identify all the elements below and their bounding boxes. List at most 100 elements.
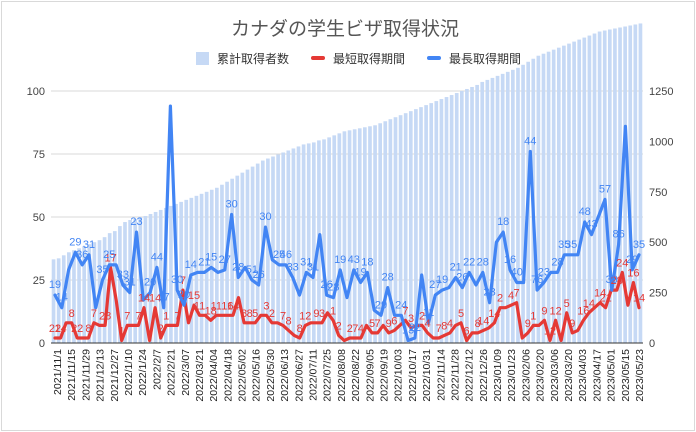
data-label-longest: 26 [456,272,468,284]
bar [383,121,388,344]
data-label-longest: 43 [585,219,597,231]
data-label-shortest: 21 [599,293,611,305]
x-tick-label: 2023/03/20 [563,349,575,402]
data-label-shortest: 22 [49,323,61,335]
bar [388,119,393,343]
bar [169,205,173,343]
data-label-shortest: 1 [530,310,536,322]
data-label-longest: 40 [511,267,523,279]
data-label-shortest: 2 [158,323,164,335]
data-label-longest: 19 [436,274,448,286]
bar [77,248,81,343]
data-label-longest: 31 [300,256,312,268]
data-label-longest: 31 [83,239,95,251]
bar [363,127,367,343]
data-label-longest: 29 [375,299,387,311]
data-label-longest: 20 [178,289,190,301]
data-label-longest: 33 [287,262,299,274]
data-label-longest: 36 [76,249,88,261]
bar [582,37,587,343]
data-label-longest: 46 [280,249,292,261]
legend-item-longest[interactable]: 最長取得期間 [427,50,521,67]
bar [342,131,347,343]
data-label-shortest: 9 [525,318,531,330]
x-tick-label: 2021/11/1 [52,349,64,395]
bar [148,213,153,343]
x-tick-label: 2022/04/18 [222,349,234,402]
y-left-tick-label: 25 [33,275,45,287]
x-tick-label: 2022/12/26 [478,349,490,402]
data-label-shortest: 12 [544,326,556,338]
bar [398,115,403,343]
bar [618,27,622,343]
data-label-shortest: 7 [280,310,286,322]
data-label-shortest: 6 [391,315,397,327]
legend-swatch-short [311,56,326,60]
data-label-longest: 25 [273,249,285,261]
data-label-shortest: 7 [514,288,520,300]
bar [490,77,495,344]
x-tick-label: 2022/05/02 [237,349,249,402]
bar [403,113,408,344]
bar [352,129,357,343]
data-label-shortest: 14 [633,293,645,305]
x-tick-label: 2023/04/03 [577,349,589,402]
legend-label-longest: 最長取得期間 [449,51,522,66]
bar [67,252,71,343]
bar [301,144,306,343]
bar [562,45,566,343]
bar [311,142,316,343]
bar [179,201,183,343]
data-label-shortest: 11 [194,300,205,312]
x-tick-label: 2022/09/19 [379,349,391,402]
bar [230,178,235,343]
data-label-shortest: 2 [497,293,503,305]
data-label-longest: 31 [124,277,136,289]
data-label-shortest: 17 [104,252,116,264]
x-tick-label: 2021/11/15 [66,349,78,401]
x-tick-label: 2022/12/12 [464,349,476,402]
bar [72,250,76,343]
bar [215,187,219,343]
x-tick-label: 2022/03/21 [194,349,206,402]
bar [123,222,127,343]
bar [220,184,224,343]
x-tick-label: 2023/01/23 [506,349,518,402]
data-label-shortest: 8 [241,308,247,320]
x-tick-label: 2022/05/30 [265,349,277,402]
data-label-longest: 33 [117,269,129,281]
bar [255,163,260,343]
bar [51,259,56,343]
data-label-shortest: 12 [549,305,561,317]
bar [291,148,296,343]
bar [337,133,342,343]
data-label-shortest: 16 [221,300,233,312]
bar [158,209,163,343]
data-label-shortest: 7 [352,323,358,335]
bar [393,117,398,344]
data-label-shortest: 8 [69,308,75,320]
data-label-longest: 25 [103,249,115,261]
bar [546,51,551,343]
legend-item-cumulative[interactable]: 累計取得者数 [196,50,289,67]
data-label-shortest: 6 [464,326,470,338]
bar [592,33,597,343]
data-label-shortest: 15 [188,290,200,302]
bar [623,26,627,344]
bar [306,143,311,343]
data-label-longest: 27 [219,254,231,266]
legend-item-shortest[interactable]: 最短取得期間 [311,50,405,67]
y-left-tick-label: 100 [27,86,45,98]
x-tick-label: 2022/1/10 [123,349,135,396]
data-label-shortest: 4 [358,323,364,335]
x-tick-label: 2022/07/25 [322,349,334,402]
x-tick-label: 2022/10/03 [393,349,405,402]
data-label-longest: 28 [232,262,244,274]
bar [480,81,485,344]
bar [587,35,592,344]
bar [408,111,413,343]
legend-swatch-long [427,56,442,60]
bar [240,172,245,343]
x-tick-label: 2022/11/28 [450,349,462,401]
